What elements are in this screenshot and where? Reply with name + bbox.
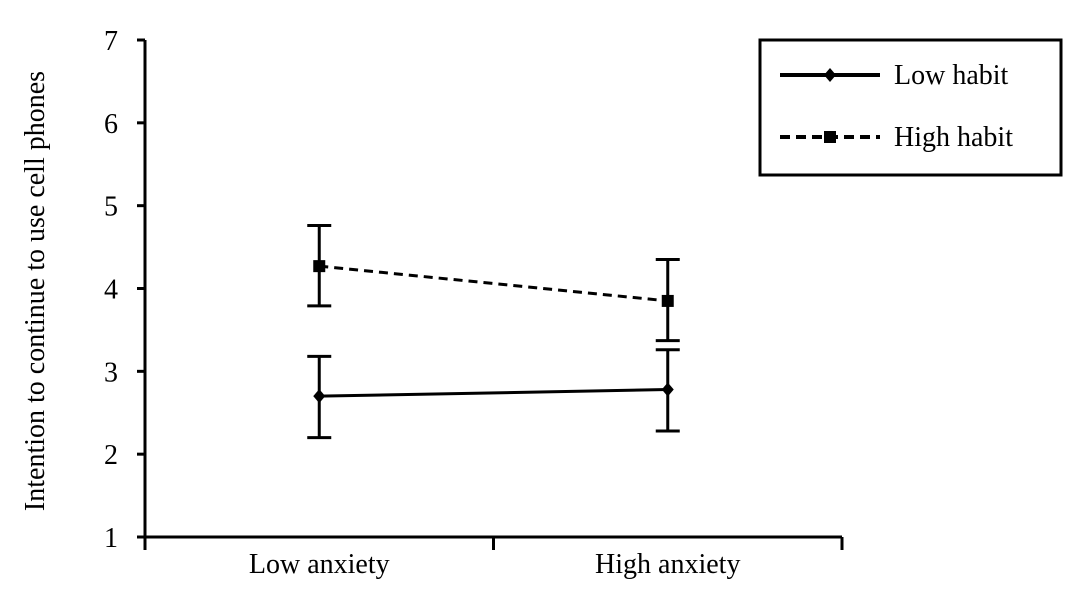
y-ticks: 1 2 3 4 5 6 7 (104, 26, 145, 554)
axes (143, 40, 842, 539)
y-tick-label: 7 (104, 26, 118, 57)
data-point-diamond (661, 382, 674, 397)
data-point-square (313, 260, 326, 273)
series-low-habit (307, 348, 680, 440)
data-point-diamond (313, 389, 326, 404)
legend-box (758, 38, 1063, 177)
y-tick-label: 4 (104, 275, 118, 306)
x-category-label: Low anxiety (249, 549, 390, 580)
legend-marker-diamond (824, 68, 836, 82)
y-tick-label: 5 (104, 192, 118, 223)
legend-marker-square (824, 131, 836, 143)
y-tick-label: 3 (104, 357, 118, 388)
series-high-habit (307, 224, 680, 343)
y-tick-label: 2 (104, 440, 118, 471)
series-line (319, 264, 668, 303)
y-tick-label: 6 (104, 109, 118, 140)
legend: Low habit High habit (758, 38, 1063, 177)
data-point-square (661, 294, 674, 307)
y-axis-title: Intention to continue to use cell phones (20, 71, 51, 511)
series-group (307, 224, 680, 440)
x-category-label: High anxiety (595, 549, 740, 580)
legend-label: Low habit (894, 60, 1009, 91)
series-line (319, 388, 668, 398)
legend-label: High habit (894, 122, 1013, 153)
x-ticks: Low anxiety High anxiety (143, 537, 844, 580)
y-tick-label: 1 (104, 523, 118, 554)
